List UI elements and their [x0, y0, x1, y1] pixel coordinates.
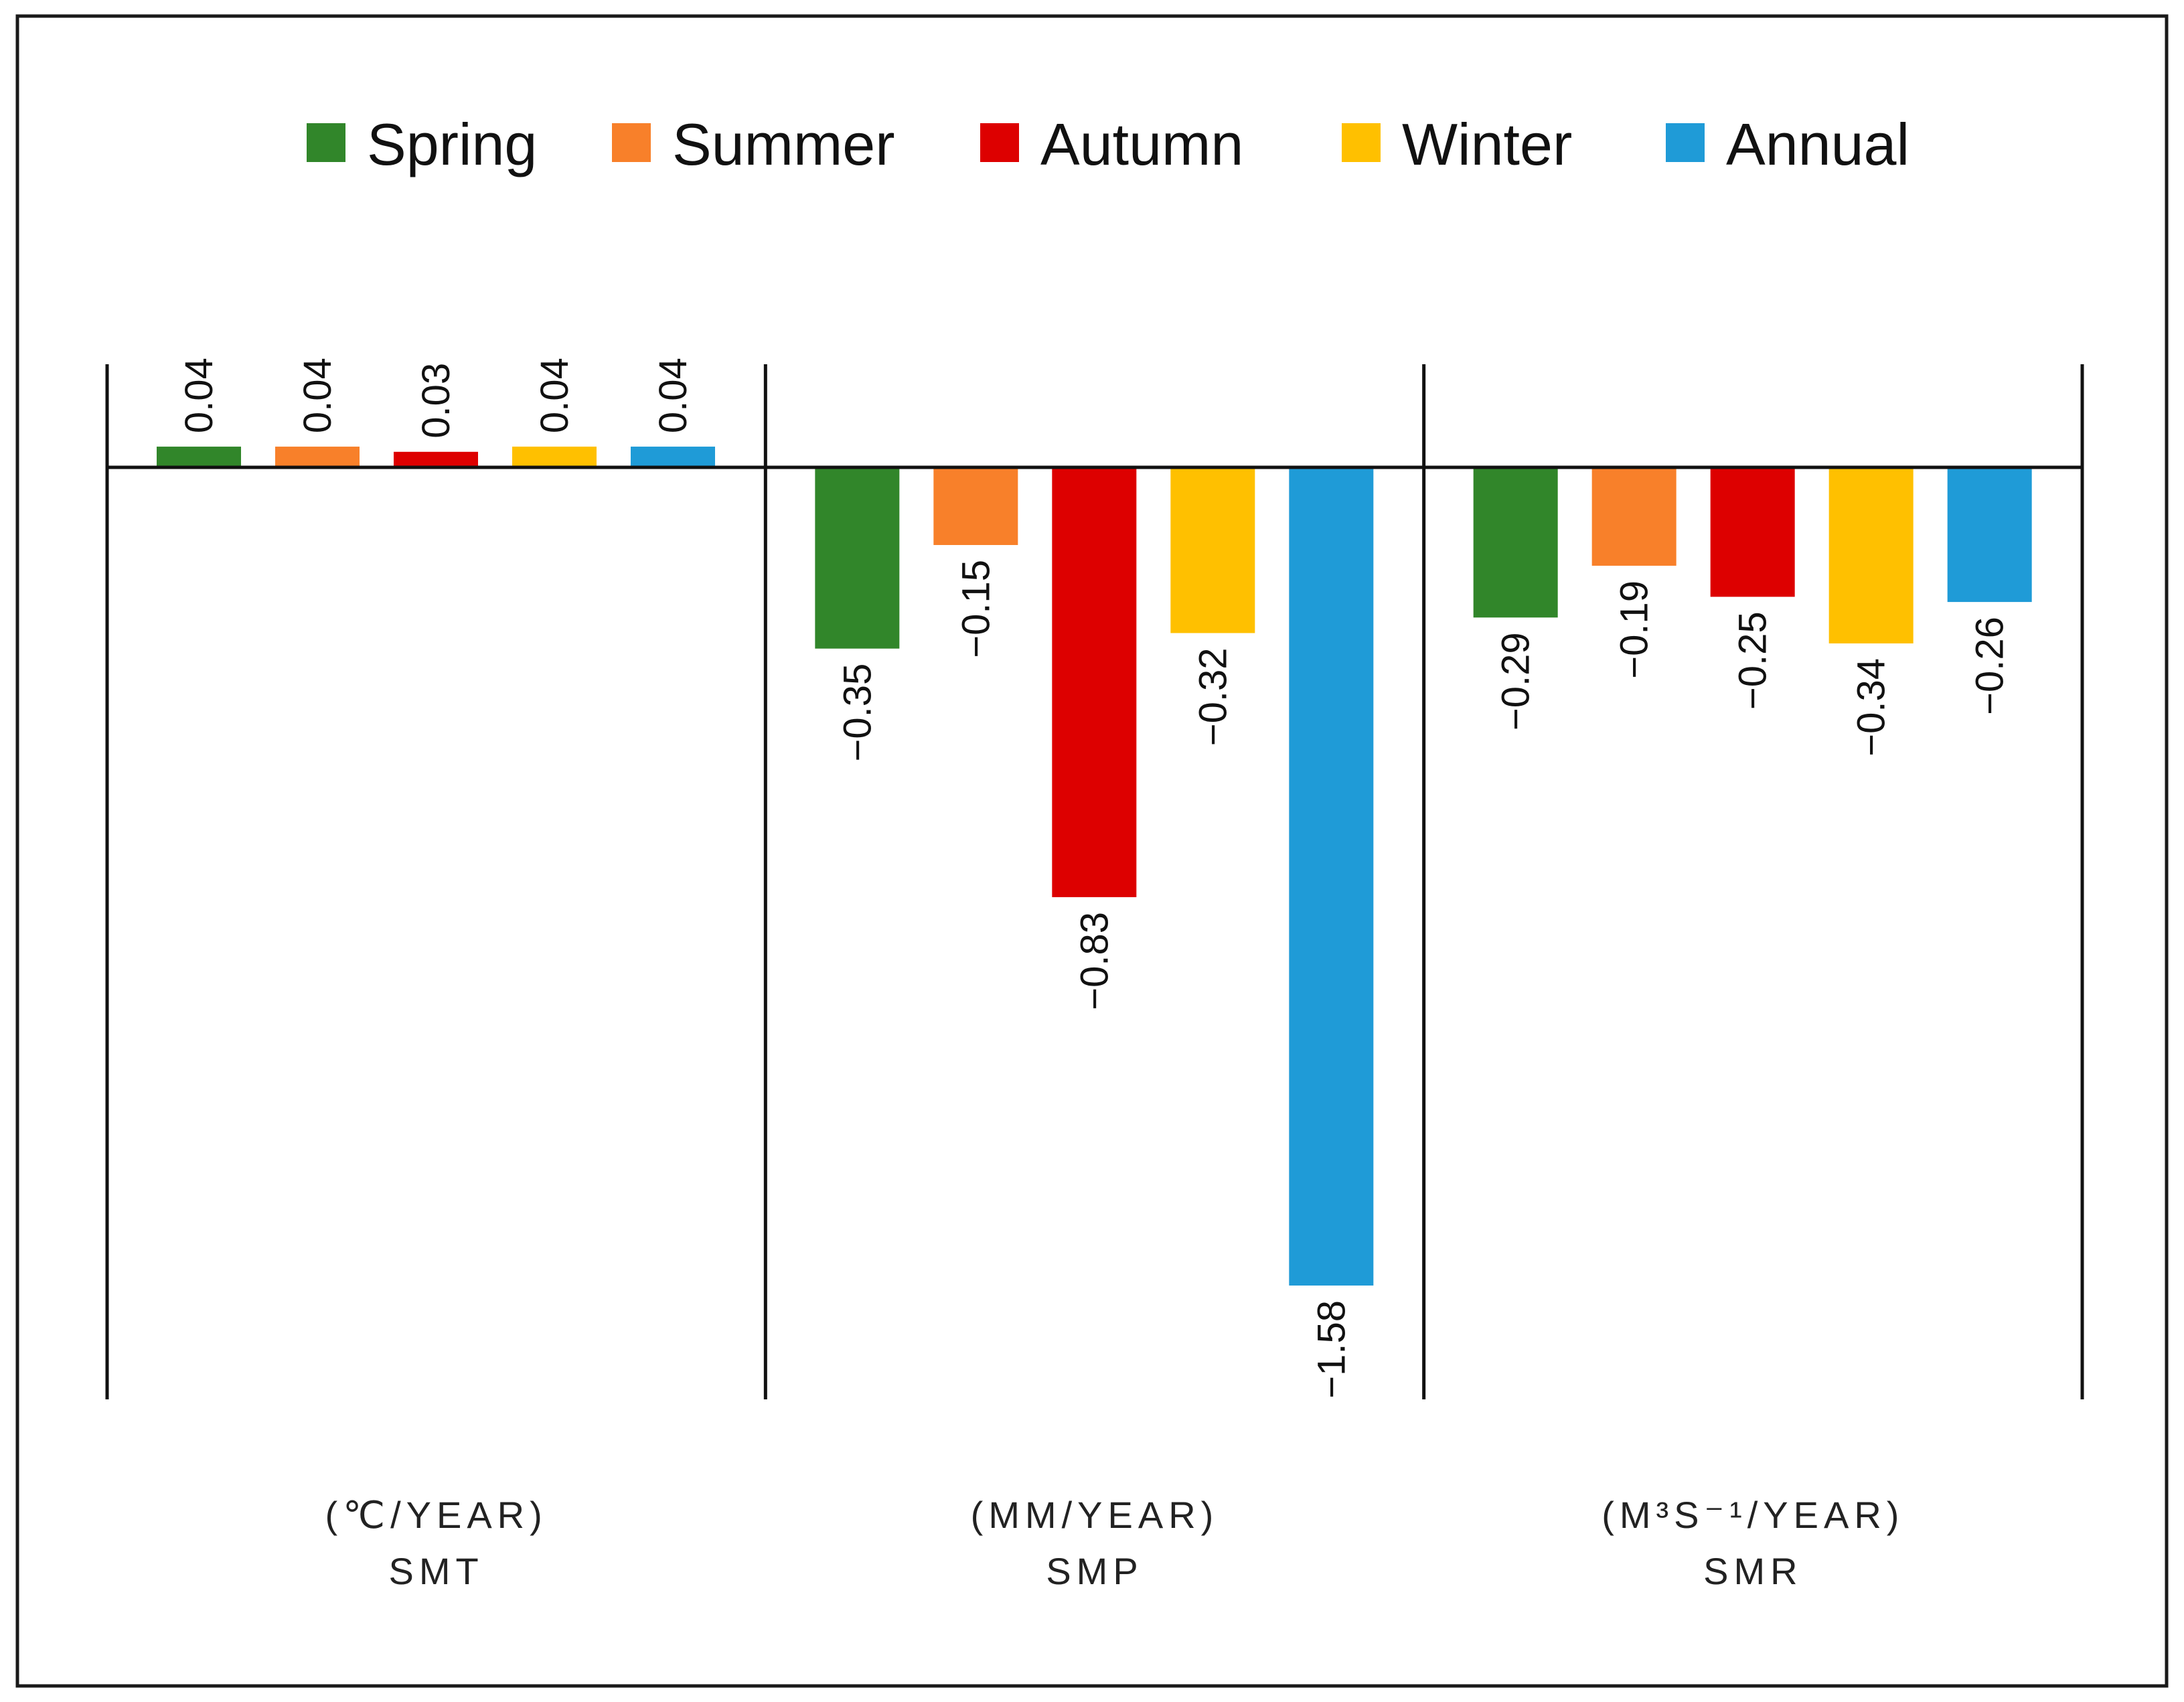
bar-smp-spring [815, 467, 900, 649]
legend-swatch-annual [1666, 123, 1705, 162]
bar-smr-summer [1591, 467, 1676, 566]
bar-smp-autumn [1052, 467, 1137, 897]
legend-label-spring: Spring [367, 111, 537, 177]
bars [157, 447, 2032, 1286]
bar-smp-annual [1289, 467, 1374, 1286]
category-dividers [105, 364, 2084, 1399]
data-label: −0.26 [1968, 617, 2012, 715]
bar-smp-winter [1170, 467, 1255, 633]
bar-smr-winter [1828, 467, 1914, 643]
data-label: 0.04 [177, 358, 221, 433]
bar-smp-summer [933, 467, 1018, 546]
legend-label-autumn: Autumn [1040, 111, 1243, 177]
legend-label-annual: Annual [1726, 111, 1909, 177]
bar-smt-spring [157, 447, 241, 467]
data-label: −0.35 [836, 664, 879, 762]
legend-label-summer: Summer [672, 111, 895, 177]
category-name-smp: SMP [1046, 1550, 1143, 1592]
data-label: −0.15 [954, 560, 998, 658]
legend-swatch-winter [1342, 123, 1381, 162]
data-label: 0.04 [651, 358, 695, 433]
category-labels: (℃/YEAR) SMT (MM/YEAR) SMP (M³S⁻¹/YEAR) SMR [325, 1494, 1904, 1592]
category-unit-smr: (M³S⁻¹/YEAR) [1602, 1494, 1904, 1536]
category-name-smr: SMR [1703, 1550, 1802, 1592]
bar-smt-summer [275, 447, 360, 467]
data-label: −0.25 [1731, 611, 1775, 710]
data-label: −0.83 [1073, 912, 1116, 1010]
bar-smr-spring [1473, 467, 1558, 618]
data-label: −0.34 [1850, 658, 1893, 757]
data-label: 0.03 [414, 363, 458, 439]
data-label: −1.58 [1310, 1300, 1353, 1399]
data-labels: 0.04 0.04 0.03 0.04 0.04 −0.35 −0.15 −0.83 −0.32… [177, 358, 2012, 1399]
category-unit-smt: (℃/YEAR) [325, 1494, 548, 1536]
bar-smt-autumn [394, 451, 478, 467]
legend: Spring Summer Autumn Winter Annual [307, 111, 1909, 177]
legend-swatch-summer [612, 123, 651, 162]
bar-smt-annual [631, 447, 715, 467]
data-label: −0.29 [1494, 632, 1538, 730]
category-unit-smp: (MM/YEAR) [971, 1494, 1219, 1536]
data-label: −0.32 [1191, 647, 1235, 746]
bar-smr-annual [1947, 467, 2032, 603]
data-label: 0.04 [296, 358, 339, 433]
category-name-smt: SMT [389, 1550, 484, 1592]
data-label: 0.04 [533, 358, 576, 433]
legend-swatch-autumn [980, 123, 1019, 162]
bar-smr-autumn [1710, 467, 1795, 597]
bar-smt-winter [512, 447, 597, 467]
data-label: −0.19 [1613, 581, 1656, 679]
legend-label-winter: Winter [1402, 111, 1572, 177]
legend-swatch-spring [307, 123, 345, 162]
